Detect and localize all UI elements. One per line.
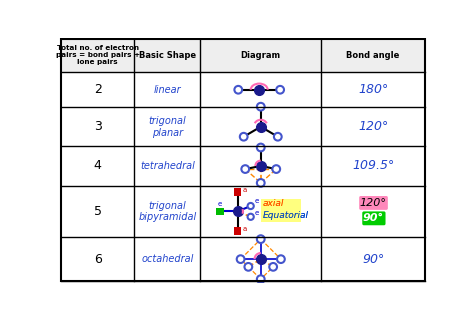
Circle shape bbox=[273, 165, 280, 173]
Bar bbox=[61, 39, 425, 72]
Circle shape bbox=[235, 86, 242, 93]
Circle shape bbox=[241, 165, 249, 173]
Text: 90°: 90° bbox=[363, 213, 383, 223]
Text: 180°: 180° bbox=[358, 83, 388, 96]
Circle shape bbox=[257, 235, 264, 243]
Text: a: a bbox=[243, 226, 247, 232]
Text: 90°: 90° bbox=[362, 252, 384, 266]
Text: axial: axial bbox=[262, 199, 283, 208]
Circle shape bbox=[269, 263, 277, 271]
Circle shape bbox=[277, 255, 285, 263]
Circle shape bbox=[237, 255, 245, 263]
Circle shape bbox=[274, 133, 282, 141]
Circle shape bbox=[257, 103, 264, 111]
Text: 5: 5 bbox=[93, 205, 101, 218]
Circle shape bbox=[247, 203, 254, 209]
Text: 109.5°: 109.5° bbox=[352, 160, 394, 172]
Circle shape bbox=[240, 133, 247, 141]
Circle shape bbox=[247, 214, 254, 220]
Text: 6: 6 bbox=[94, 252, 101, 266]
Text: Equatorial: Equatorial bbox=[262, 211, 308, 220]
Bar bbox=[234, 188, 241, 196]
Text: Basic Shape: Basic Shape bbox=[139, 51, 196, 60]
Text: Bond angle: Bond angle bbox=[346, 51, 400, 60]
Text: tetrahedral: tetrahedral bbox=[140, 161, 195, 171]
Text: 120°: 120° bbox=[360, 198, 387, 208]
Text: 3: 3 bbox=[94, 120, 101, 133]
Text: Equatorial: Equatorial bbox=[262, 211, 308, 220]
FancyBboxPatch shape bbox=[362, 211, 385, 225]
Bar bbox=[234, 227, 241, 234]
Text: trigonal
bipyramidal: trigonal bipyramidal bbox=[138, 201, 197, 222]
FancyBboxPatch shape bbox=[359, 196, 388, 210]
Text: e: e bbox=[218, 201, 222, 207]
Text: a: a bbox=[243, 187, 247, 193]
Bar bbox=[216, 208, 224, 215]
Circle shape bbox=[276, 86, 284, 93]
Circle shape bbox=[257, 144, 264, 151]
Text: e: e bbox=[255, 198, 259, 204]
Text: linear: linear bbox=[154, 85, 181, 95]
Text: axial: axial bbox=[262, 199, 283, 208]
Text: 120°: 120° bbox=[358, 120, 388, 133]
Text: 2: 2 bbox=[94, 83, 101, 96]
Circle shape bbox=[245, 263, 252, 271]
Text: e: e bbox=[255, 210, 259, 216]
Bar bbox=[261, 199, 301, 222]
Text: Diagram: Diagram bbox=[241, 51, 281, 60]
Circle shape bbox=[257, 179, 264, 187]
Circle shape bbox=[257, 275, 264, 283]
Text: 4: 4 bbox=[94, 160, 101, 172]
Text: Total no. of electron
pairs = bond pairs +
lone pairs: Total no. of electron pairs = bond pairs… bbox=[55, 45, 140, 66]
Text: octahedral: octahedral bbox=[141, 254, 193, 264]
Text: trigonal
planar: trigonal planar bbox=[148, 116, 186, 137]
